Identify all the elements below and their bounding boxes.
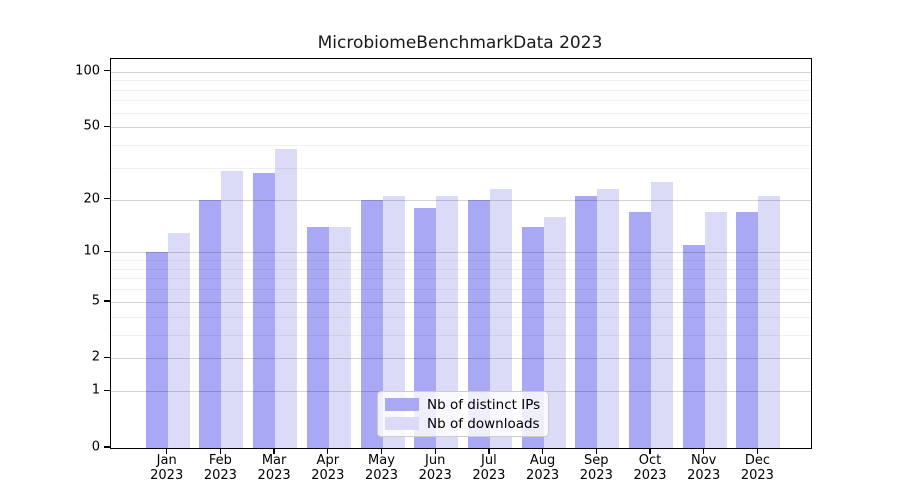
bar-downloads-dec: [758, 195, 781, 448]
y-tick-mark-1: [104, 389, 110, 392]
y-tick-label-2: 2: [91, 349, 100, 365]
x-tick-label-jul: Jul 2023: [472, 453, 506, 483]
y-tick-mark-5: [104, 300, 110, 302]
legend-swatch-downloads-icon: [385, 417, 419, 430]
x-tick-mark-oct: [649, 448, 651, 454]
bar-downloads-jan: [167, 232, 190, 448]
x-tick-mark-apr: [327, 448, 329, 454]
x-tick-mark-nov: [703, 448, 705, 454]
bar-downloads-apr: [328, 227, 351, 448]
gridline-4: [111, 316, 811, 318]
gridline-80: [111, 89, 811, 91]
x-tick-label-nov: Nov 2023: [687, 453, 721, 483]
bar-downloads-jun: [436, 195, 459, 448]
legend-label-downloads: Nb of downloads: [427, 415, 540, 432]
gridline-9: [111, 260, 811, 262]
x-tick-label-apr: Apr 2023: [311, 453, 345, 483]
x-tick-mark-jan: [166, 448, 168, 454]
gridline-90: [111, 80, 811, 82]
y-tick-mark-100: [104, 69, 110, 72]
bar-ips-feb: [199, 199, 222, 448]
gridline-8: [111, 268, 811, 270]
legend: Nb of distinct IPs Nb of downloads: [377, 391, 549, 437]
bar-downloads-jul: [489, 188, 512, 448]
gridline-70: [111, 100, 811, 102]
gridline-100: [111, 71, 811, 73]
bar-ips-may: [360, 199, 383, 448]
legend-label-distinct-ips: Nb of distinct IPs: [427, 396, 541, 413]
gridline-3: [111, 334, 811, 336]
bar-downloads-aug: [543, 216, 566, 448]
x-tick-label-jan: Jan 2023: [150, 453, 184, 483]
gridline-50: [111, 127, 811, 129]
x-tick-label-aug: Aug 2023: [526, 453, 560, 483]
gridline-7: [111, 278, 811, 280]
gridline-2: [111, 358, 811, 360]
gridline-6: [111, 289, 811, 291]
bar-downloads-sep: [597, 188, 620, 448]
legend-item-downloads: Nb of downloads: [378, 416, 548, 432]
y-tick-label-10: 10: [83, 243, 100, 259]
y-tick-label-0: 0: [91, 439, 100, 455]
bar-ips-jan: [145, 252, 168, 448]
x-tick-label-sep: Sep 2023: [579, 453, 613, 483]
x-tick-mark-dec: [756, 448, 759, 454]
x-tick-mark-jun: [434, 448, 436, 454]
y-tick-mark-50: [104, 125, 110, 128]
gridline-10: [111, 252, 811, 254]
gridline-5: [111, 301, 811, 303]
bar-ips-apr: [306, 227, 329, 448]
bar-downloads-mar: [275, 149, 298, 448]
bar-ips-oct: [629, 212, 651, 448]
y-tick-label-1: 1: [91, 382, 100, 398]
x-tick-mark-sep: [595, 448, 597, 454]
x-tick-label-mar: Mar 2023: [257, 453, 291, 483]
gridline-60: [111, 112, 811, 114]
bar-downloads-feb: [221, 170, 244, 448]
x-tick-mark-feb: [219, 448, 222, 454]
y-tick-label-100: 100: [75, 63, 100, 79]
gridline-30: [111, 167, 811, 169]
bar-ips-mar: [253, 173, 276, 448]
x-tick-label-dec: Dec 2023: [740, 453, 774, 483]
bar-ips-sep: [575, 195, 598, 448]
x-tick-mark-aug: [541, 448, 544, 454]
gridline-20: [111, 199, 811, 201]
y-tick-mark-2: [104, 356, 110, 359]
y-tick-label-5: 5: [91, 293, 100, 309]
bar-downloads-nov: [704, 212, 727, 448]
x-tick-label-feb: Feb 2023: [203, 453, 237, 483]
x-tick-mark-jul: [488, 448, 490, 454]
y-tick-mark-0: [104, 446, 110, 448]
bar-downloads-may: [382, 195, 405, 448]
chart-title: MicrobiomeBenchmarkData 2023: [317, 33, 603, 53]
x-tick-mark-mar: [273, 448, 275, 454]
y-tick-label-20: 20: [83, 191, 100, 207]
bar-ips-jun: [414, 207, 437, 448]
bar-downloads-oct: [651, 182, 673, 448]
bar-ips-nov: [682, 245, 705, 448]
y-tick-mark-20: [104, 198, 110, 200]
x-tick-label-jun: Jun 2023: [418, 453, 452, 483]
y-tick-mark-10: [104, 250, 110, 253]
x-tick-mark-may: [380, 448, 383, 454]
y-tick-label-50: 50: [83, 118, 100, 134]
bar-ips-jul: [467, 199, 490, 448]
bar-ips-dec: [736, 212, 759, 448]
legend-item-distinct-ips: Nb of distinct IPs: [378, 397, 548, 413]
legend-swatch-distinct-ips-icon: [385, 398, 419, 411]
x-tick-label-oct: Oct 2023: [633, 453, 667, 483]
x-tick-label-may: May 2023: [364, 453, 399, 483]
plot-area: [110, 58, 812, 449]
gridline-40: [111, 145, 811, 147]
